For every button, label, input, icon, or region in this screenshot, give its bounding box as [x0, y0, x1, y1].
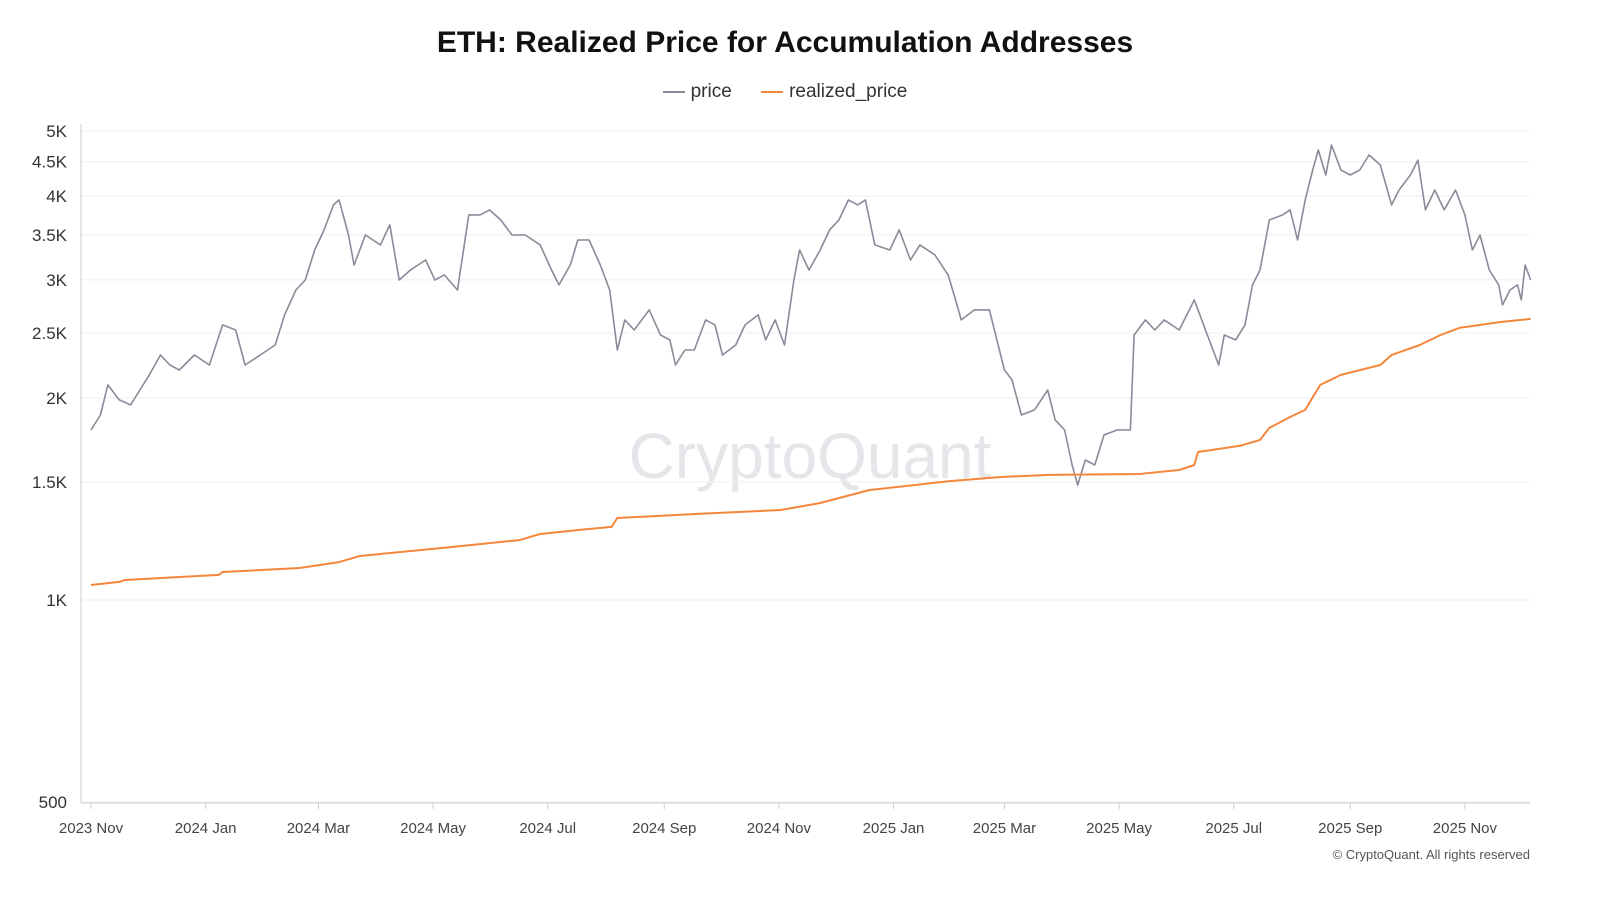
series-line-realized-price [90, 317, 1531, 586]
copyright-footer: © CryptoQuant. All rights reserved [1332, 847, 1530, 862]
x-tick-label: 2025 Mar [973, 820, 1036, 837]
y-tick-label: 3K [46, 271, 67, 290]
legend-swatch-realized-price [761, 91, 784, 93]
x-tick-label: 2024 Sep [632, 820, 696, 837]
x-tick-label: 2024 Jan [175, 820, 237, 837]
series-line-price [90, 144, 1532, 486]
y-tick-label: 5K [46, 122, 67, 141]
y-tick-label: 3.5K [32, 226, 68, 245]
watermark: CryptoQuant [629, 420, 992, 492]
y-tick-label: 4K [46, 187, 67, 206]
y-tick-label: 1K [46, 591, 67, 610]
x-tick-label: 2024 May [400, 820, 466, 837]
legend-item-realized-price[interactable]: realized_price [761, 81, 907, 103]
legend: price realized_price [0, 77, 1570, 103]
legend-item-price[interactable]: price [662, 81, 732, 103]
x-tick-label: 2025 May [1086, 820, 1152, 837]
chart-title: ETH: Realized Price for Accumulation Add… [436, 26, 1134, 59]
x-tick-label: 2024 Mar [287, 820, 350, 837]
x-tick-label: 2025 Jul [1205, 820, 1262, 837]
x-tick-label: 2025 Jan [863, 820, 925, 837]
y-tick-label: 1.5K [32, 473, 68, 492]
legend-label-realized-price: realized_price [789, 81, 908, 102]
y-tick-label: 2.5K [32, 324, 68, 343]
x-tick-label: 2023 Nov [59, 820, 124, 837]
x-tick-label: 2025 Nov [1433, 820, 1498, 837]
x-tick-label: 2024 Jul [519, 820, 576, 837]
legend-label-price: price [690, 81, 732, 102]
legend-swatch-price [662, 91, 685, 93]
y-tick-label: 4.5K [32, 153, 68, 172]
x-tick-label: 2024 Nov [747, 820, 812, 837]
y-tick-label: 500 [39, 793, 67, 812]
y-tick-label: 2K [46, 389, 67, 408]
x-tick-label: 2025 Sep [1318, 820, 1382, 837]
